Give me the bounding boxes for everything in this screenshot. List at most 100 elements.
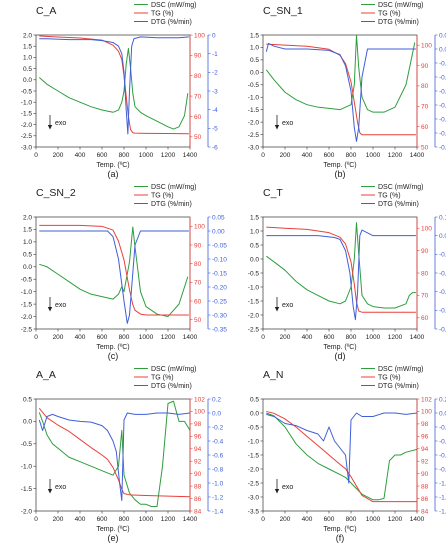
tg-tick-label: 86: [421, 496, 429, 503]
x-tick-label: 0: [261, 152, 265, 159]
dtg-tick-label: 0.2: [212, 396, 221, 403]
tg-tick-label: 92: [194, 459, 202, 466]
dsc-tick-label: -0.5: [248, 424, 260, 431]
dtg-tick-label: -1.0: [212, 480, 224, 487]
x-tick-label: 600: [97, 152, 108, 159]
dtg-tick-label: -0.2: [439, 424, 446, 431]
panel-title: C_T: [263, 187, 283, 199]
dtg-tick-label: -0.25: [439, 116, 446, 123]
dsc-tick-label: -1.5: [248, 107, 260, 114]
legend-label-tg: TG (%): [151, 193, 174, 200]
series-line-dtg: [265, 42, 416, 142]
dtg-tick-label: -0.3: [439, 289, 446, 296]
dtg-tick-label: -1.2: [212, 494, 224, 501]
tg-tick-label: 60: [421, 315, 429, 322]
dsc-tick-label: 1.0: [250, 45, 259, 52]
series-line-tg: [266, 43, 416, 136]
x-tick-label: 1200: [161, 334, 176, 341]
x-tick-label: 200: [280, 516, 291, 523]
plot-frame: [262, 398, 418, 512]
dtg-tick-label: -0.4: [439, 438, 446, 445]
dtg-tick-label: -0.6: [439, 452, 446, 459]
dtg-tick-label: -0.30: [212, 312, 227, 319]
x-tick-label: 400: [75, 152, 86, 159]
dsc-tick-label: -1.0: [248, 284, 260, 291]
x-axis-label: Temp. (ºC): [323, 162, 356, 169]
dsc-tick-label: 0.5: [23, 252, 32, 259]
dtg-tick-label: 0.05: [212, 214, 225, 221]
legend-label-dsc: DSC (mW/mg): [151, 2, 197, 9]
dtg-tick-label: -0.20: [439, 102, 446, 109]
dsc-tick-label: -2.5: [248, 132, 260, 139]
x-axis-label: Temp. (ºC): [323, 344, 356, 351]
x-tick-label: 0: [34, 152, 38, 159]
tg-tick-label: 70: [194, 280, 202, 287]
tg-tick-label: 100: [421, 42, 432, 49]
series-line-dtg: [38, 412, 190, 501]
dtg-tick-label: 0.1: [439, 214, 446, 221]
dtg-tick-label: -0.8: [439, 466, 446, 473]
series-line-dtg: [266, 412, 417, 484]
panel-title: C_SN_2: [36, 187, 76, 199]
tg-tick-label: 50: [194, 317, 202, 324]
dtg-tick-label: -0.35: [439, 144, 446, 151]
dsc-tick-label: -1.0: [248, 438, 260, 445]
dtg-tick-label: -0.10: [212, 256, 227, 263]
tg-tick-label: 80: [421, 83, 429, 90]
dsc-tick-label: -1.5: [248, 298, 260, 305]
dsc-tick-label: -2.0: [248, 466, 260, 473]
dsc-tick-label: -0.5: [248, 270, 260, 277]
x-tick-label: 1400: [410, 516, 425, 523]
x-tick-label: 1200: [388, 334, 403, 341]
dtg-tick-label: -0.25: [212, 298, 227, 305]
x-tick-label: 400: [75, 516, 86, 523]
exo-label: exo: [282, 302, 293, 309]
dtg-tick-label: -2: [212, 70, 218, 77]
dsc-tick-label: 1.5: [250, 214, 259, 221]
legend-label-dtg: DTG (%/min): [378, 19, 419, 26]
dtg-tick-label: -4: [212, 107, 218, 114]
tg-tick-label: 102: [194, 396, 205, 403]
tg-tick-label: 70: [421, 104, 429, 111]
x-tick-label: 0: [261, 516, 265, 523]
x-tick-label: 400: [302, 516, 313, 523]
tg-tick-label: 90: [421, 248, 429, 255]
dsc-tick-label: 1.5: [23, 44, 32, 51]
dsc-tick-label: -3.5: [248, 508, 260, 515]
dtg-tick-label: -0.4: [439, 308, 446, 315]
series-line-dsc: [265, 35, 416, 113]
plot-frame: [262, 34, 418, 148]
legend-label-tg: TG (%): [378, 193, 401, 200]
dsc-tick-label: 0.5: [23, 396, 32, 403]
series-line-dtg: [266, 229, 416, 321]
dtg-tick-label: -0.35: [212, 326, 227, 333]
dtg-tick-label: 0.0: [439, 410, 446, 417]
panel-title: C_A: [36, 5, 56, 17]
dsc-tick-label: -2.5: [248, 480, 260, 487]
dtg-tick-label: -0.15: [439, 88, 446, 95]
x-tick-label: 1000: [366, 152, 381, 159]
dsc-tick-label: 0.0: [23, 264, 32, 271]
dsc-tick-label: 0.0: [250, 256, 259, 263]
exo-label: exo: [282, 120, 293, 127]
dtg-tick-label: -0.20: [212, 284, 227, 291]
panel-caption: (c): [108, 351, 119, 361]
x-tick-label: 1000: [139, 334, 154, 341]
dsc-tick-label: -2.5: [248, 326, 260, 333]
dsc-tick-label: -2.0: [248, 312, 260, 319]
dtg-tick-label: -1.2: [439, 494, 446, 501]
x-tick-label: 600: [97, 516, 108, 523]
dsc-tick-label: -1.0: [21, 100, 33, 107]
dsc-tick-label: -2.0: [248, 119, 260, 126]
dsc-tick-label: -2.0: [21, 508, 33, 515]
dsc-tick-label: 0.5: [250, 396, 259, 403]
x-tick-label: 800: [346, 334, 357, 341]
tg-tick-label: 60: [194, 114, 202, 121]
dsc-tick-label: -1.0: [248, 95, 260, 102]
exo-label: exo: [55, 302, 66, 309]
exo-arrow-head: [47, 489, 53, 494]
panel-caption: (a): [108, 169, 119, 179]
tg-tick-label: 60: [194, 298, 202, 305]
tg-tick-label: 90: [421, 63, 429, 70]
